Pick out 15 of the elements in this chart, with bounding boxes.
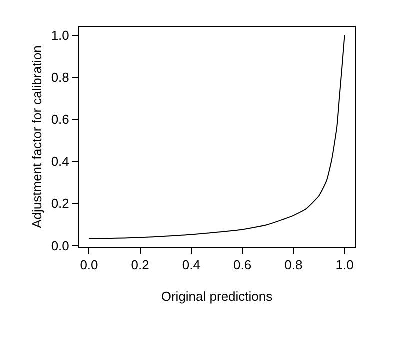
y-tick-label: 0.0 xyxy=(51,238,70,254)
line-series xyxy=(88,34,346,240)
y-tick-label: 1.0 xyxy=(51,28,70,43)
x-axis-title: Original predictions xyxy=(161,289,274,304)
y-tick-label: 0.8 xyxy=(51,70,70,86)
y-tick-label: 0.6 xyxy=(51,112,70,128)
x-tick-label: 0.8 xyxy=(284,258,303,273)
y-axis-title: Adjustment factor for calibration xyxy=(29,46,44,228)
x-tick-label: 0.6 xyxy=(234,258,252,273)
x-tick-label: 0.2 xyxy=(131,258,150,273)
x-tick-label: 0.0 xyxy=(80,258,98,273)
y-tick-label: 0.4 xyxy=(51,154,70,170)
y-tick-label: 0.2 xyxy=(51,196,70,212)
x-tick-label: 0.4 xyxy=(182,258,200,273)
x-tick-label: 1.0 xyxy=(336,258,354,273)
